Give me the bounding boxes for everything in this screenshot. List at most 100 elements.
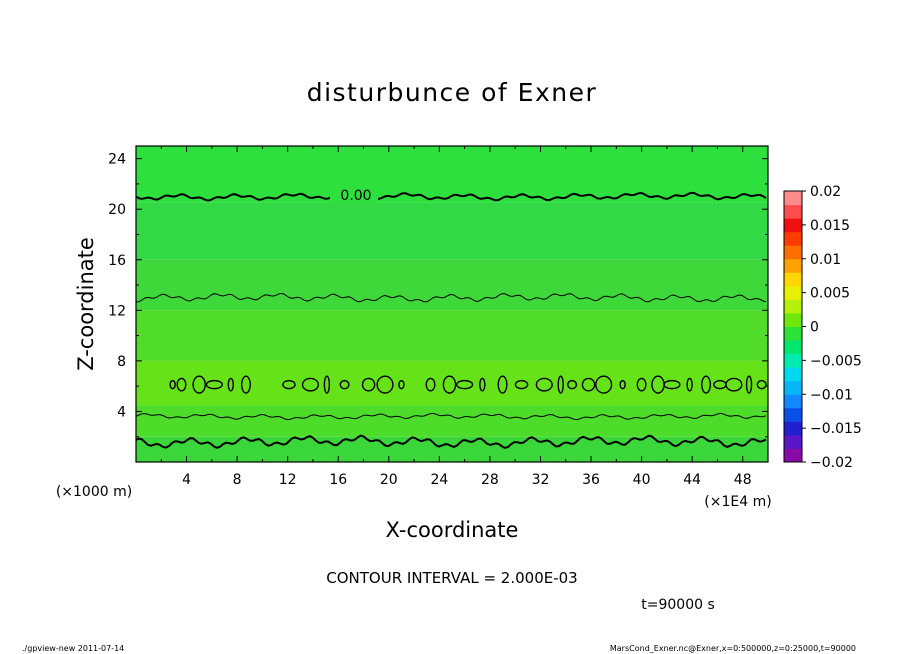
contour-lines xyxy=(135,191,767,449)
colorbar-swatch xyxy=(784,407,802,422)
colorbar-swatch xyxy=(784,285,802,300)
contour-island xyxy=(557,375,564,394)
contour-island xyxy=(301,377,320,392)
contour-island xyxy=(456,379,474,390)
x-tick-label: 44 xyxy=(683,472,701,488)
colorbar-swatch xyxy=(784,421,802,436)
contour-island xyxy=(169,379,176,390)
contour-island xyxy=(686,377,693,392)
contour-island xyxy=(240,375,251,394)
fill-band-6 xyxy=(136,146,768,203)
x-tick-label: 16 xyxy=(329,472,347,488)
plot-frame xyxy=(135,145,769,463)
y-tick-label: 12 xyxy=(108,303,126,319)
contour-island xyxy=(361,377,376,392)
y-tick-label: 20 xyxy=(108,202,126,218)
time-label: t=90000 s xyxy=(641,597,715,613)
fill-band-1 xyxy=(136,405,768,437)
colorbar-swatch xyxy=(784,367,802,382)
contour-island xyxy=(756,379,767,390)
contour-island xyxy=(595,375,613,394)
x-tick-label: 24 xyxy=(430,472,448,488)
colorbar-tick-label: −0.005 xyxy=(810,353,862,369)
contour-line-0 xyxy=(135,191,767,202)
fill-band-3 xyxy=(136,310,768,361)
contour-island xyxy=(282,379,296,390)
y-tick-label: 16 xyxy=(108,253,126,269)
contour-label-bg xyxy=(330,185,378,203)
contour-island xyxy=(205,379,223,390)
contour-line-1 xyxy=(135,292,767,303)
colorbar-swatch xyxy=(784,245,802,260)
y-tick-label: 4 xyxy=(117,404,126,420)
fill-band-0 xyxy=(136,436,768,462)
x-tick-label: 12 xyxy=(279,472,297,488)
contour-interval: CONTOUR INTERVAL = 2.000E-03 xyxy=(326,569,577,587)
colorbar-swatch xyxy=(784,272,802,287)
colorbar-swatch xyxy=(784,299,802,314)
colorbar-swatch xyxy=(784,231,802,246)
x-tick-label: 36 xyxy=(582,472,600,488)
x-tick-label: 20 xyxy=(380,472,398,488)
y-axis-title: Z-coordinate xyxy=(74,237,98,371)
fill-band-4 xyxy=(136,259,768,311)
x-axis: 4 8 12 16 20 24 28 32 36 40 44 48 xyxy=(160,146,752,488)
colorbar-tick-label: −0.01 xyxy=(810,387,853,403)
contour-island xyxy=(745,375,753,394)
footer-right: MarsCond_Exner.nc@Exner,x=0:500000,z=0:2… xyxy=(610,644,856,653)
colorbar-swatch xyxy=(784,218,802,233)
colorbar-tick-label: 0.01 xyxy=(810,252,841,268)
y-tick-label: 8 xyxy=(117,354,126,370)
contour-island xyxy=(514,379,529,390)
colorbar-swatch xyxy=(784,434,802,449)
colorbar-swatch xyxy=(784,204,802,219)
colorbar-tick-label: −0.015 xyxy=(810,421,862,437)
x-tick-label: 8 xyxy=(233,472,242,488)
contour-island xyxy=(725,377,743,392)
contour-island xyxy=(619,379,626,390)
contour-island xyxy=(176,377,187,392)
x-scale-label: (×1E4 m) xyxy=(704,494,771,510)
contour-island xyxy=(425,377,436,392)
x-tick-label: 48 xyxy=(734,472,752,488)
colorbar-swatch xyxy=(784,340,802,355)
contour-island xyxy=(376,375,394,394)
contour-island xyxy=(497,375,508,394)
contour-island xyxy=(227,377,235,392)
colorbar-tick-label: 0.015 xyxy=(810,218,850,234)
contour-label: 0.00 xyxy=(340,188,371,204)
x-axis-title: X-coordinate xyxy=(386,518,519,542)
x-tick-label: 4 xyxy=(182,472,191,488)
contour-line-2 xyxy=(135,412,767,421)
colorbar-swatch xyxy=(784,191,802,206)
colorbar-tick-label: 0 xyxy=(810,320,819,336)
contour-island xyxy=(442,375,457,394)
x-tick-label: 32 xyxy=(532,472,550,488)
contour-island xyxy=(663,379,681,390)
colorbar-ticks: 0.02 0.015 0.01 0.005 0 −0.005 −0.01 −0.015 −0.0… xyxy=(802,184,862,471)
fill-bands xyxy=(136,146,768,462)
colorbar xyxy=(783,190,803,463)
plot-area: 0.00 xyxy=(135,145,769,463)
contour-island xyxy=(398,379,405,390)
colorbar-tick-label: 0.02 xyxy=(810,184,841,200)
x-tick-label: 40 xyxy=(633,472,651,488)
contour-island xyxy=(323,375,331,394)
colorbar-swatch xyxy=(784,394,802,409)
fill-band-2 xyxy=(136,360,768,406)
colorbar-swatch xyxy=(784,326,802,341)
contour-island xyxy=(581,377,596,392)
colorbar-tick-label: 0.005 xyxy=(810,286,850,302)
chart-title: disturbunce of Exner xyxy=(307,78,598,107)
fill-band-5 xyxy=(136,202,768,260)
contour-island xyxy=(339,379,350,390)
colorbar-swatch xyxy=(784,448,802,463)
colorbar-tick-label: −0.02 xyxy=(810,455,853,471)
x-unit-label: (×1000 m) xyxy=(56,484,132,500)
contour-island xyxy=(479,377,486,392)
contour-island xyxy=(636,377,647,392)
colorbar-swatch xyxy=(784,353,802,368)
contour-line-3 xyxy=(135,434,767,449)
colorbar-swatch xyxy=(784,380,802,395)
